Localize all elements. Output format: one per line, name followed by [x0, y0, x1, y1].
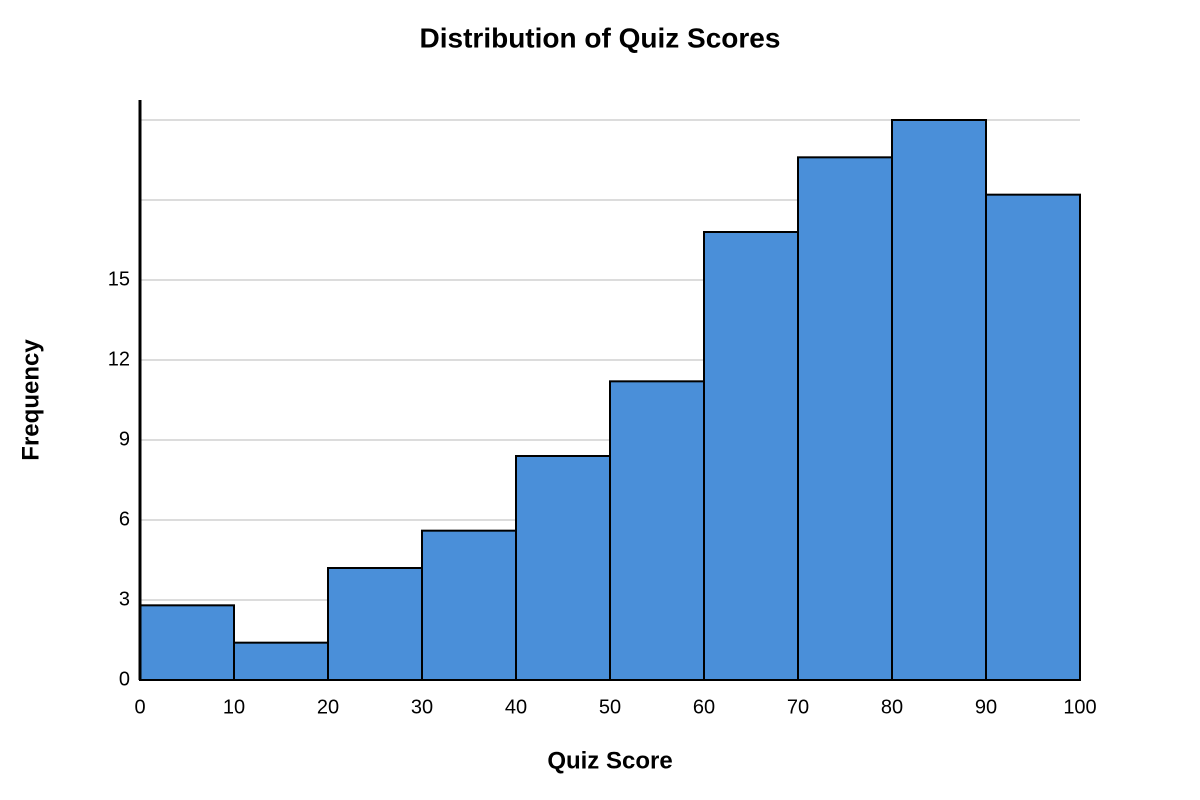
- y-tick-label: 9: [119, 428, 130, 450]
- bar: [891, 119, 987, 681]
- chart-title: Distribution of Quiz Scores: [420, 22, 781, 53]
- x-tick-label: 60: [693, 696, 715, 718]
- bar: [985, 193, 1081, 682]
- y-tick-label: 0: [119, 668, 130, 690]
- y-tick-label: 15: [108, 268, 130, 290]
- x-axis-title: Quiz Score: [547, 747, 672, 774]
- x-tick-label: 0: [134, 696, 145, 718]
- y-tick-label: 12: [108, 348, 130, 370]
- x-tick-label: 70: [787, 696, 809, 718]
- bar: [421, 529, 517, 682]
- bars: [139, 119, 1081, 682]
- bar: [233, 641, 329, 682]
- x-tick-label: 50: [599, 696, 621, 718]
- x-tick-label: 100: [1063, 696, 1096, 718]
- x-tick-label: 40: [505, 696, 527, 718]
- x-tick-label: 20: [317, 696, 339, 718]
- foreground: 0 3 6 9 12 15 0 10 20 30 40 50 60 70 80 90 100: [108, 100, 1097, 718]
- y-tick-label: 3: [119, 588, 130, 610]
- x-tick-label: 10: [223, 696, 245, 718]
- x-tick-label: 80: [881, 696, 903, 718]
- bar: [139, 604, 235, 681]
- y-axis-title: Frequency: [17, 339, 44, 461]
- bar: [797, 156, 893, 682]
- bar: [515, 455, 611, 681]
- bar: [703, 231, 799, 681]
- x-tick-label: 30: [411, 696, 433, 718]
- bar: [327, 567, 423, 681]
- y-tick-label: 6: [119, 508, 130, 530]
- x-tick-label: 90: [975, 696, 997, 718]
- bar: [609, 380, 705, 681]
